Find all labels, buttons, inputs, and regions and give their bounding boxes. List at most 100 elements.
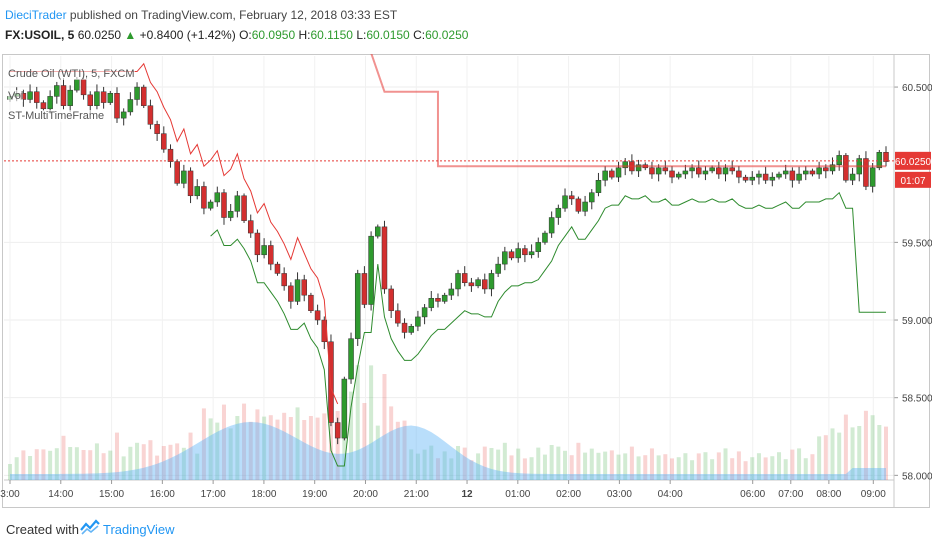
- volume-bar: [696, 453, 701, 480]
- candle-body: [254, 232, 261, 256]
- candle-body: [655, 167, 662, 175]
- candle-body: [421, 307, 428, 318]
- candle-body: [649, 167, 655, 175]
- volume-bar: [369, 365, 374, 480]
- last-price: 60.0250: [77, 28, 122, 42]
- volume-bar: [248, 421, 253, 480]
- volume-bar: [429, 445, 434, 480]
- volume-bar: [355, 365, 360, 480]
- x-tick-label: 08:00: [816, 489, 841, 500]
- x-tick-label: 17:00: [201, 489, 226, 500]
- volume-bar: [422, 449, 427, 480]
- volume-bar: [810, 454, 815, 480]
- volume-bar: [783, 459, 788, 480]
- volume-bar: [797, 448, 802, 480]
- candle-body: [829, 164, 836, 172]
- volume-bar: [48, 450, 53, 480]
- candle-body: [274, 263, 281, 274]
- volume-bar: [863, 410, 868, 480]
- legend-indicator[interactable]: ST-MultiTimeFrame: [8, 110, 105, 122]
- candle-body: [354, 273, 361, 339]
- candle-body: [294, 279, 301, 302]
- volume-bar: [877, 425, 882, 480]
- candle-body: [94, 91, 100, 106]
- candle-body: [696, 167, 702, 175]
- volume-bar: [710, 459, 715, 480]
- candle-body: [80, 79, 87, 96]
- x-tick-label: 19:00: [302, 489, 327, 500]
- volume-bar: [308, 416, 313, 480]
- volume-bar: [181, 447, 186, 480]
- volume-bar: [563, 450, 568, 480]
- volume-bar: [389, 406, 394, 480]
- volume-bar: [255, 409, 260, 480]
- close-label: C:: [413, 28, 426, 42]
- countdown-text: 01:07: [900, 176, 925, 187]
- volume-bar: [141, 444, 146, 480]
- candle-body: [495, 263, 501, 274]
- volume-bar: [777, 452, 782, 480]
- high-value: 60.1150: [310, 28, 353, 42]
- y-tick-label: 60.5000: [902, 83, 932, 94]
- candle-body: [448, 288, 455, 296]
- volume-bar: [114, 432, 119, 480]
- volume-bar: [215, 422, 220, 480]
- candle-body: [314, 310, 321, 321]
- candle-body: [348, 338, 354, 380]
- volume-bar: [108, 450, 113, 480]
- x-tick-label: 03:00: [607, 489, 632, 500]
- publication-line: DieciTrader published on TradingView.com…: [5, 8, 397, 22]
- candle-body: [221, 192, 227, 218]
- author-link[interactable]: DieciTrader: [5, 8, 67, 22]
- candle-body: [375, 226, 381, 237]
- volume-bar: [148, 440, 153, 480]
- x-tick-label: 02:00: [556, 489, 581, 500]
- change-value: +0.8400 (+1.42%): [139, 28, 236, 42]
- candle-body: [381, 226, 388, 290]
- x-tick-label: 3:00: [0, 489, 20, 500]
- volume-bar: [88, 450, 93, 480]
- x-tick-label: 01:00: [505, 489, 530, 500]
- candle-body: [635, 164, 642, 172]
- volume-bar: [489, 448, 494, 480]
- candle-body: [682, 170, 689, 175]
- high-label: H:: [298, 28, 311, 42]
- x-tick-label: 14:00: [48, 489, 73, 500]
- volume-bar: [155, 455, 160, 480]
- candle-body: [100, 91, 107, 103]
- candle-body: [455, 273, 461, 290]
- volume-bar: [723, 448, 728, 480]
- volume-bar: [282, 412, 287, 480]
- volume-bar: [442, 451, 447, 480]
- candle-body: [736, 170, 742, 178]
- tradingview-brand[interactable]: TradingView: [103, 522, 175, 537]
- candle-body: [134, 86, 140, 100]
- legend-series[interactable]: Crude Oil (WTI), 5, FXCM: [8, 68, 135, 80]
- volume-bar: [843, 414, 848, 480]
- volume-bar: [41, 449, 46, 480]
- legend-volume[interactable]: Vol: [8, 90, 24, 102]
- volume-bar: [536, 447, 541, 480]
- candle-body: [542, 232, 548, 243]
- candle-body: [615, 167, 622, 178]
- chart-header: DieciTrader published on TradingView.com…: [0, 0, 932, 54]
- candle-body: [535, 242, 542, 252]
- candle-body: [488, 273, 495, 290]
- volume-bar: [94, 443, 99, 480]
- volume-bar: [569, 455, 574, 480]
- candle-body: [415, 316, 421, 327]
- volume-bar: [262, 416, 267, 480]
- price-chart[interactable]: 60.5000 59.5000 59.0000 58.5000 58.0000 3:00 1…: [0, 54, 932, 510]
- volume-bar: [275, 419, 280, 480]
- candle-body: [843, 155, 849, 181]
- volume-bar: [476, 453, 481, 480]
- x-tick-label: 06:00: [740, 489, 765, 500]
- volume-bar: [462, 447, 467, 480]
- candle-body: [214, 192, 221, 203]
- candle-body: [268, 245, 274, 265]
- volume-bar: [175, 443, 180, 480]
- volume-bar: [823, 435, 828, 480]
- volume-bar: [542, 454, 547, 480]
- volume-bar: [576, 442, 581, 480]
- volume-bar: [750, 457, 755, 480]
